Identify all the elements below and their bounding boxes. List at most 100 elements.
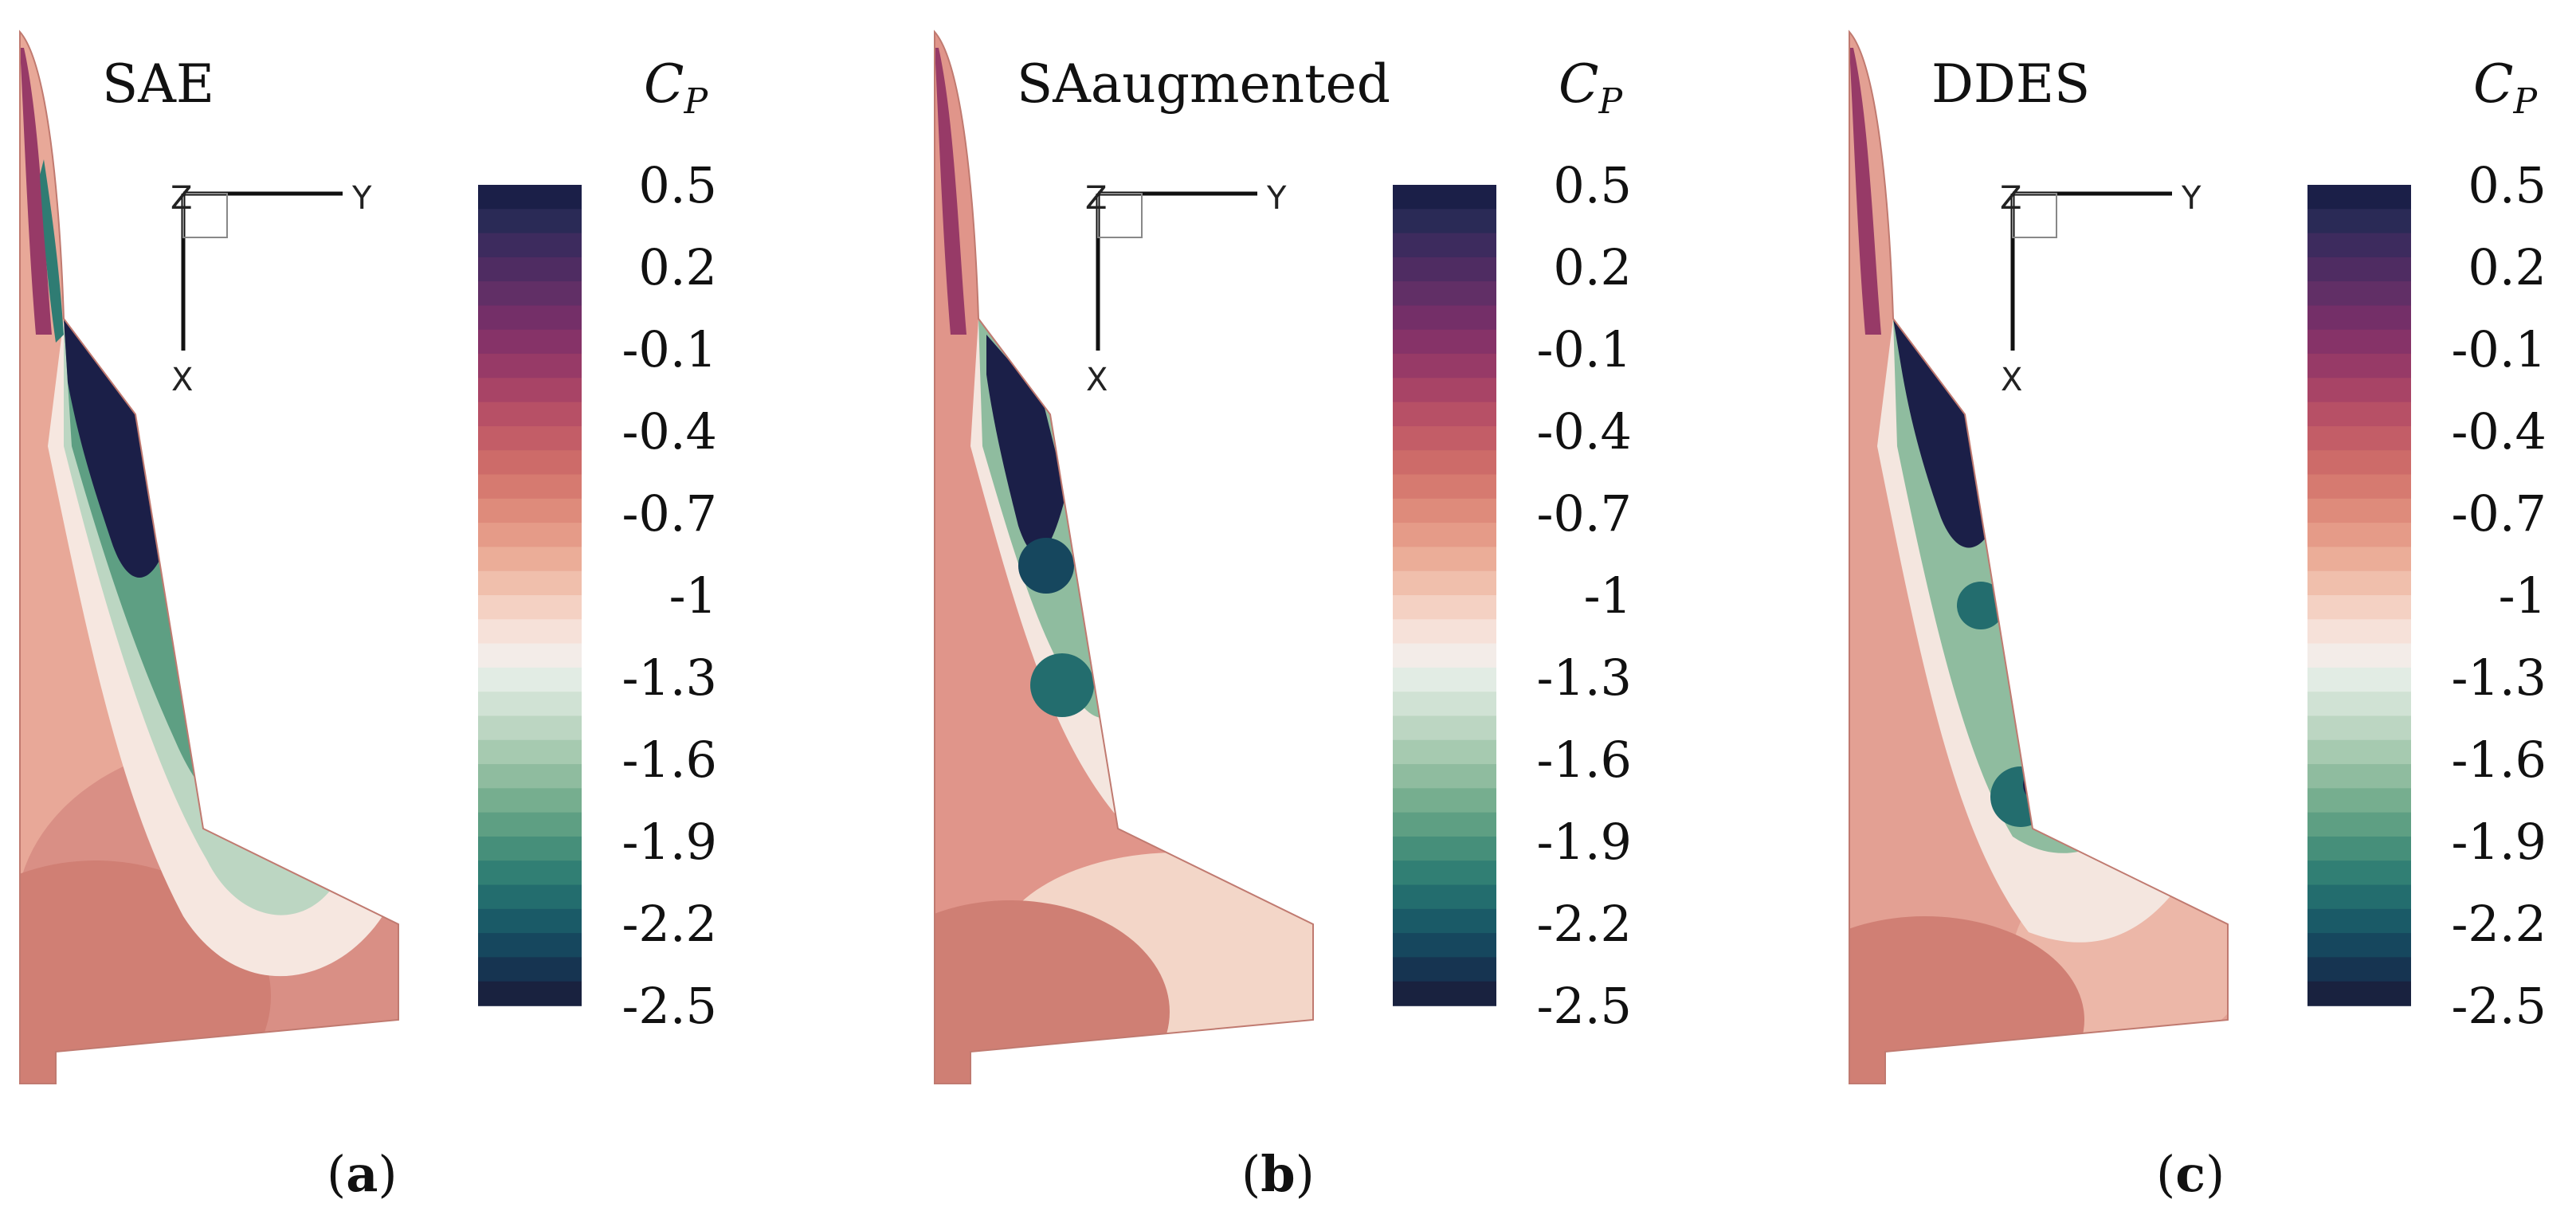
colorbar-tick-label: 0.2 [638, 238, 717, 296]
colorbar-tick-label: -1.6 [2451, 731, 2547, 789]
colorbar-tick-label: -1.9 [2451, 813, 2547, 871]
colorbar-swatch [1393, 209, 1496, 234]
panel-caption: (b) [1241, 1145, 1315, 1203]
colorbar-tick-label: -0.1 [2451, 320, 2547, 378]
colorbar-swatch [478, 281, 582, 307]
axis-triad: Z Y X [2000, 180, 2202, 398]
colorbar-swatch [2307, 354, 2411, 379]
colorbar-swatch [1393, 764, 1496, 790]
colorbar-swatch [478, 860, 582, 886]
colorbar-swatch [1393, 281, 1496, 307]
colorbar-swatch [2307, 378, 2411, 403]
colorbar-swatch [1393, 523, 1496, 548]
colorbar-swatch [478, 185, 582, 210]
colorbar-tick-label: -1 [669, 566, 717, 625]
axis-triad: Z Y X [1085, 180, 1287, 398]
colorbar-swatch [1393, 378, 1496, 403]
colorbar-swatch [478, 257, 582, 282]
pressure-contour-plot [20, 32, 398, 1084]
colorbar-swatch [478, 884, 582, 910]
colorbar-title: CP [644, 53, 709, 122]
colorbar-swatch [1393, 570, 1496, 596]
colorbar-swatch [1393, 908, 1496, 934]
colorbar-swatch [2307, 547, 2411, 572]
colorbar-swatch [1393, 185, 1496, 210]
colorbar-tick-label: -2.2 [1536, 895, 1632, 953]
colorbar-tick-label: -0.4 [1536, 402, 1632, 461]
colorbar-tick-label: -0.7 [2451, 484, 2547, 543]
colorbar-swatch [478, 764, 582, 790]
colorbar-swatch [478, 836, 582, 862]
colorbar-swatch [1393, 305, 1496, 331]
colorbar-title: CP [2473, 53, 2539, 122]
colorbar-tick-label: -2.2 [621, 895, 717, 953]
colorbar-swatch [1393, 884, 1496, 910]
colorbar-ticks: 0.5 0.2 -0.1 -0.4 -0.7 -1 -1.3 -1.6 -1.9 -2.2 -2.5 [2451, 156, 2547, 1035]
colorbar-swatch [2307, 667, 2411, 692]
colorbar-swatch [2307, 570, 2411, 596]
colorbar-swatch [2307, 523, 2411, 548]
panel-b: SAaugmented Z Y X CP 0.5 0.2 -0.1 -0.4 -0.7 -… [915, 0, 1775, 1223]
colorbar-swatch [1393, 860, 1496, 886]
colorbar-swatch [2307, 595, 2411, 621]
colorbar-swatch [2307, 860, 2411, 886]
colorbar-tick-label: 0.5 [638, 156, 717, 214]
colorbar-swatch [1393, 739, 1496, 765]
axis-x-label: X [2001, 362, 2022, 398]
colorbar-tick-label: -2.5 [621, 977, 717, 1035]
colorbar-swatch [478, 957, 582, 982]
colorbar-swatch [1393, 233, 1496, 258]
colorbar-swatch [1393, 547, 1496, 572]
colorbar-swatch [478, 619, 582, 645]
axis-z-label: Z [2000, 180, 2021, 217]
panel-title: SAaugmented [1017, 53, 1390, 115]
colorbar-tick-label: -2.2 [2451, 895, 2547, 953]
colorbar-swatch [1393, 354, 1496, 379]
colorbar-swatch [478, 523, 582, 548]
colorbar-swatch [1393, 619, 1496, 645]
contour-figure: DDES Z Y X CP 0.5 0.2 -0.1 -0.4 -0.7 -1 -1.3 -1… [1849, 29, 2547, 1203]
colorbar-swatch [1393, 981, 1496, 1006]
colorbar-ticks: 0.5 0.2 -0.1 -0.4 -0.7 -1 -1.3 -1.6 -1.9 -2.2 -2.5 [621, 156, 717, 1035]
colorbar-title: CP [1559, 53, 1624, 122]
colorbar-swatch [2307, 836, 2411, 862]
colorbar-tick-label: -1.6 [621, 731, 717, 789]
colorbar-swatch [2307, 402, 2411, 427]
colorbar-swatch [1393, 474, 1496, 500]
colorbar-swatch [1393, 933, 1496, 958]
axis-y-label: Y [1266, 180, 1287, 217]
colorbar: CP 0.5 0.2 -0.1 -0.4 -0.7 -1 -1.3 -1.6 -1.9 -2.2 -… [478, 53, 717, 1035]
axis-x-label: X [1086, 362, 1108, 398]
colorbar-swatch [1393, 595, 1496, 621]
colorbar-tick-label: 0.5 [2468, 156, 2547, 214]
colorbar: CP 0.5 0.2 -0.1 -0.4 -0.7 -1 -1.3 -1.6 -1.9 -2.2 -… [1393, 53, 1632, 1035]
colorbar-swatch [2307, 450, 2411, 476]
colorbar-swatch [1393, 402, 1496, 427]
panel-title: SAE [102, 53, 214, 115]
colorbar-swatch [1393, 715, 1496, 741]
colorbar-tick-label: -0.7 [1536, 484, 1632, 543]
colorbar-swatch [1393, 425, 1496, 452]
colorbar-swatch [478, 739, 582, 765]
colorbar-swatch [478, 354, 582, 379]
colorbar-swatch [1393, 257, 1496, 282]
colorbar-swatch [1393, 957, 1496, 982]
colorbar-swatch [1393, 667, 1496, 692]
colorbar-swatch [1393, 498, 1496, 523]
colorbar-tick-label: 0.5 [1553, 156, 1632, 214]
colorbar-swatch [2307, 812, 2411, 837]
colorbar-tick-label: -0.4 [2451, 402, 2547, 461]
colorbar-swatch [478, 233, 582, 258]
colorbar-swatch [478, 715, 582, 741]
colorbar-swatch [1393, 812, 1496, 837]
colorbar-swatch [478, 908, 582, 934]
colorbar-tick-label: 0.2 [2468, 238, 2547, 296]
axis-x-label: X [171, 362, 193, 398]
colorbar-swatch [2307, 884, 2411, 910]
colorbar-swatch [2307, 933, 2411, 958]
panel-c: DDES Z Y X CP 0.5 0.2 -0.1 -0.4 -0.7 -1 -1.3 -1… [1829, 0, 2576, 1223]
colorbar-tick-label: -0.4 [621, 402, 717, 461]
axis-z-label: Z [1085, 180, 1107, 217]
colorbar-tick-label: -1.3 [621, 649, 717, 707]
colorbar-swatch [1393, 692, 1496, 717]
